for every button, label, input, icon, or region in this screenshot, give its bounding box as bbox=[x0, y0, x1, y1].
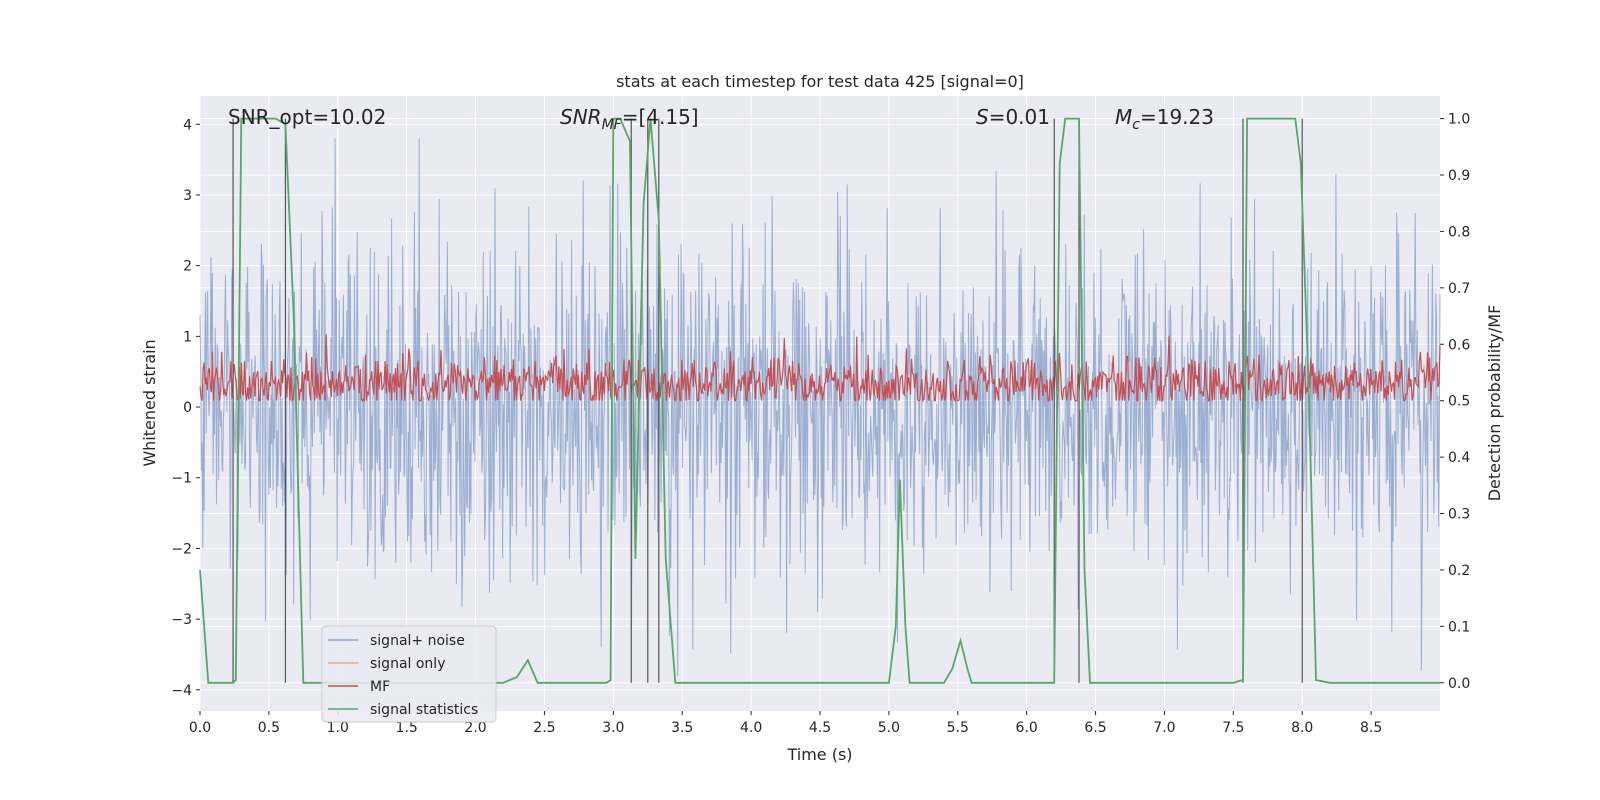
x-tick-label-1: 0.5 bbox=[258, 720, 280, 736]
y-right-tick-label-9: 0.1 bbox=[1448, 619, 1470, 635]
annotation-snr-mf-value: =[4.15] bbox=[622, 105, 699, 129]
y-right-tick-label-8: 0.2 bbox=[1448, 563, 1470, 579]
y-right-tick-label-7: 0.3 bbox=[1448, 507, 1470, 523]
x-tick-label-2: 1.0 bbox=[327, 720, 349, 736]
x-tick-label-17: 8.5 bbox=[1360, 720, 1382, 736]
y-axis-right-label: Detection probability/MF bbox=[1485, 305, 1504, 502]
y-left-tick-label-1: 3 bbox=[183, 188, 192, 204]
annotation-mc-value: =19.23 bbox=[1140, 105, 1214, 129]
annotation-mc: Mc=19.23 bbox=[1115, 105, 1214, 133]
y-right-tick-label-3: 0.7 bbox=[1448, 281, 1470, 297]
annotation-mc-sub: c bbox=[1132, 117, 1140, 133]
x-tick-label-12: 6.0 bbox=[1016, 720, 1038, 736]
y-right-tick-label-1: 0.9 bbox=[1448, 168, 1470, 184]
mf-line bbox=[199, 334, 1441, 404]
x-tick-label-16: 8.0 bbox=[1291, 720, 1313, 736]
x-tick-label-3: 1.5 bbox=[396, 720, 418, 736]
x-tick-label-5: 2.5 bbox=[533, 720, 555, 736]
series-mf bbox=[199, 334, 1441, 404]
x-tick-label-15: 7.5 bbox=[1222, 720, 1244, 736]
annotation-snr-mf-sub: MF bbox=[602, 117, 623, 133]
y-right-tick-label-10: 0.0 bbox=[1448, 676, 1470, 692]
y-left-tick-label-6: −2 bbox=[171, 541, 192, 557]
y-left-tick-label-2: 2 bbox=[183, 259, 192, 275]
y-left-tick-label-4: 0 bbox=[183, 400, 192, 416]
annotation-s: S=0.01 bbox=[976, 105, 1050, 129]
x-tick-label-7: 3.5 bbox=[671, 720, 693, 736]
x-tick-label-10: 5.0 bbox=[878, 720, 900, 736]
y-right-tick-label-0: 1.0 bbox=[1448, 112, 1470, 128]
legend-label-signal-noise: signal+ noise bbox=[370, 633, 465, 649]
y-left-tick-label-8: −4 bbox=[171, 683, 192, 699]
legend-label-signal-only: signal only bbox=[370, 656, 445, 672]
y-axis-left-label: Whitened strain bbox=[140, 339, 159, 466]
legend-label-signal-statistics: signal statistics bbox=[370, 702, 478, 718]
y-right-tick-label-6: 0.4 bbox=[1448, 450, 1470, 466]
y-right-tick-label-5: 0.5 bbox=[1448, 394, 1470, 410]
y-left-tick-label-0: 4 bbox=[183, 117, 192, 133]
x-axis-label: Time (s) bbox=[786, 745, 852, 764]
y-left-tick-label-5: −1 bbox=[171, 471, 192, 487]
x-tick-label-6: 3.0 bbox=[602, 720, 624, 736]
legend-label-mf: MF bbox=[370, 679, 390, 695]
tick-labels: 0.0 0.5 1.0 1.5 2.0 2.5 3.0 3.5 4.0 4.5 5.0 5.5 6.0 6… bbox=[171, 112, 1470, 736]
y-left-tick-label-7: −3 bbox=[171, 612, 192, 628]
x-tick-label-14: 7.0 bbox=[1153, 720, 1175, 736]
noise-line bbox=[199, 138, 1441, 676]
legend: signal+ noise signal only MF signal stat… bbox=[321, 625, 497, 723]
series-signal-noise bbox=[199, 138, 1441, 676]
y-right-tick-label-2: 0.8 bbox=[1448, 224, 1470, 240]
x-tick-label-0: 0.0 bbox=[189, 720, 211, 736]
annotation-snr-mf: SNRMF=[4.15] bbox=[560, 105, 699, 133]
x-tick-label-4: 2.0 bbox=[464, 720, 486, 736]
y-right-tick-label-4: 0.6 bbox=[1448, 337, 1470, 353]
x-tick-label-8: 4.0 bbox=[740, 720, 762, 736]
y-left-tick-label-3: 1 bbox=[183, 329, 192, 345]
annotation-s-label: S bbox=[976, 105, 989, 129]
legend-box bbox=[321, 625, 497, 723]
annotation-s-value: =0.01 bbox=[989, 105, 1050, 129]
x-tick-label-9: 4.5 bbox=[809, 720, 831, 736]
annotation-snr-opt: SNR_opt=10.02 bbox=[228, 105, 386, 129]
chart-title: stats at each timestep for test data 425… bbox=[616, 72, 1024, 91]
x-tick-label-13: 6.5 bbox=[1084, 720, 1106, 736]
annotation-snr-mf-label: SNR bbox=[560, 105, 602, 129]
annotation-mc-label: M bbox=[1115, 105, 1132, 129]
x-tick-label-11: 5.5 bbox=[947, 720, 969, 736]
